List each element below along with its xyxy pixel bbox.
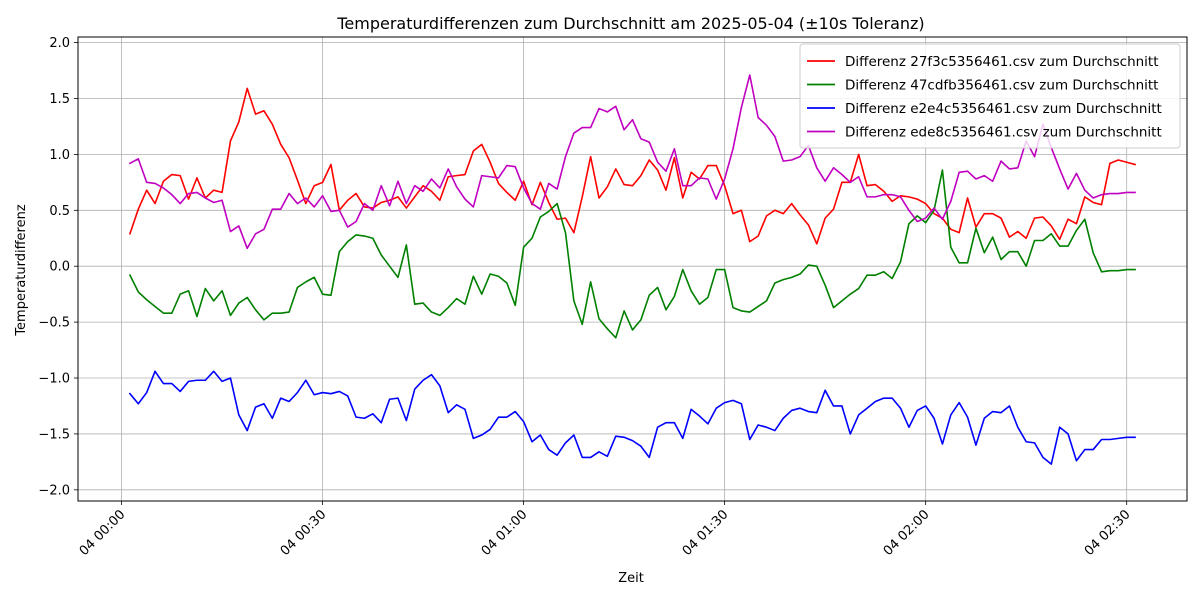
series-line-4: [128, 74, 1136, 250]
legend: Differenz 27f3c5356461.csv zum Durchschn…: [799, 43, 1181, 149]
legend-box: [799, 43, 1181, 149]
y-tick-label: −0.5: [38, 316, 70, 331]
y-tick-label: 2.0: [49, 36, 70, 51]
series-line-1: [128, 87, 1137, 245]
chart-title: Temperaturdifferenzen zum Durchschnitt a…: [336, 14, 924, 33]
series-lines: [128, 74, 1137, 465]
plot-frame: [77, 36, 1188, 502]
legend-label: Differenz ede8c5356461.csv zum Durchschn…: [845, 125, 1162, 141]
series-line-2: [128, 169, 1136, 339]
y-tick-label: 1.5: [49, 92, 70, 107]
legend-label: Differenz 27f3c5356461.csv zum Durchschn…: [845, 54, 1159, 70]
x-axis-title: Zeit: [618, 571, 644, 586]
series-line-3: [128, 370, 1136, 465]
legend-label: Differenz 47cdfb356461.csv zum Durchschn…: [845, 78, 1158, 94]
y-tick-label: −1.0: [38, 372, 70, 387]
y-tick-label: −2.0: [38, 483, 70, 498]
y-tick-label: 0.5: [49, 204, 70, 219]
y-tick-label: 0.0: [49, 260, 70, 275]
y-axis-title: Temperaturdifferenz: [14, 204, 29, 337]
legend-label: Differenz e2e4c5356461.csv zum Durchschn…: [845, 101, 1162, 117]
y-tick-label: 1.0: [49, 148, 70, 163]
y-tick-label: −1.5: [38, 427, 70, 442]
